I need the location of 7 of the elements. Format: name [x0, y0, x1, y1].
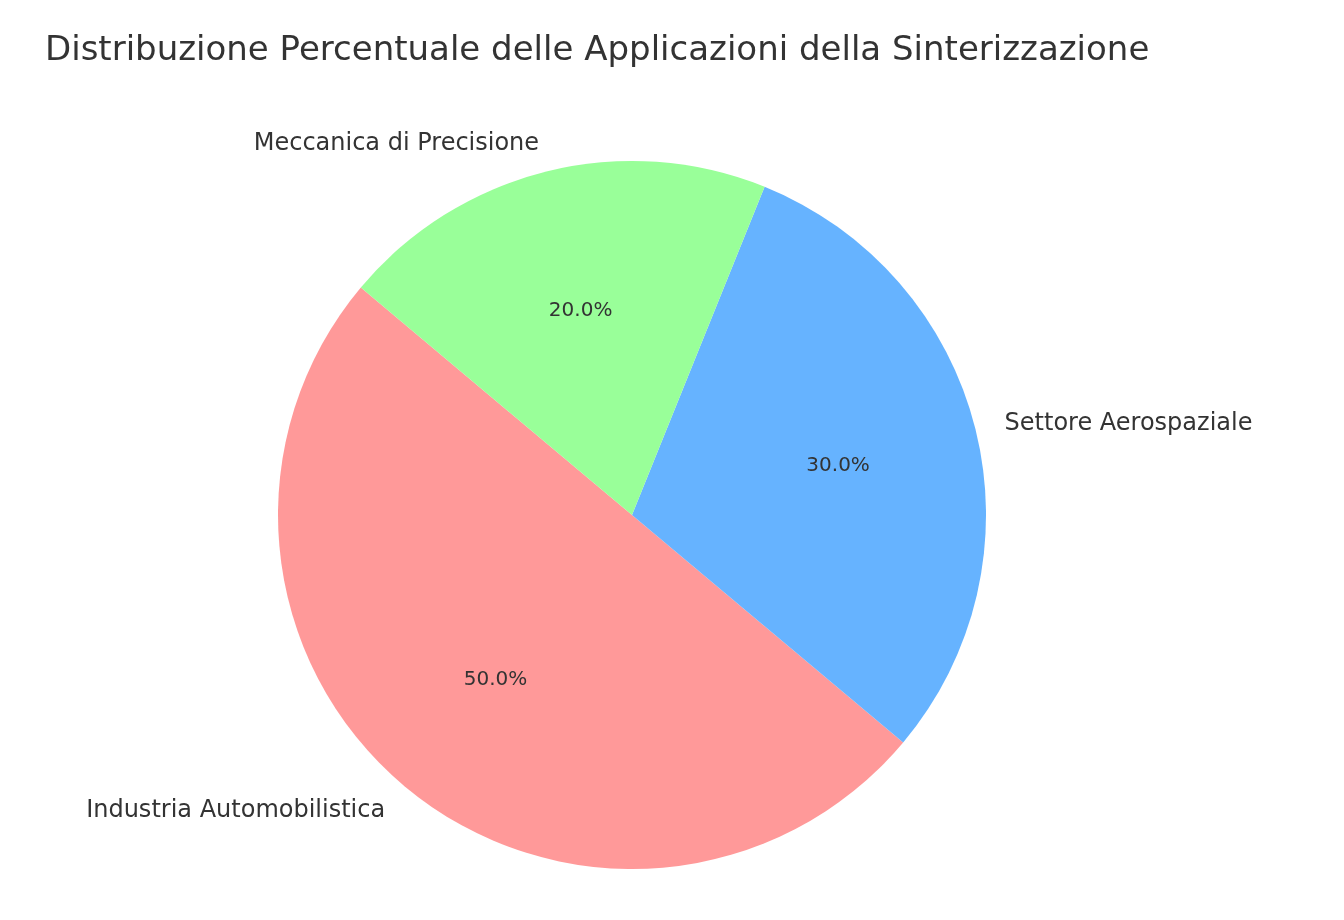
slice-label: Meccanica di Precisione [253, 128, 540, 157]
slice-label: Industria Automobilistica [86, 795, 386, 824]
data-label: 50.0% [463, 665, 528, 690]
slice-label: Settore Aerospaziale [1004, 408, 1253, 437]
chart-title: Distribuzione Percentuale delle Applicazioni della Sinterizzazione [45, 28, 1150, 68]
data-label: 30.0% [806, 451, 870, 476]
data-label: 20.0% [548, 296, 613, 321]
